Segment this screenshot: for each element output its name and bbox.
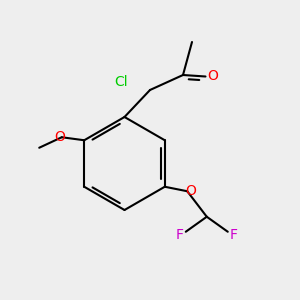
Text: O: O — [208, 70, 218, 83]
Text: F: F — [176, 228, 184, 242]
Text: Cl: Cl — [114, 76, 128, 89]
Text: F: F — [230, 228, 238, 242]
Text: O: O — [185, 184, 196, 198]
Text: O: O — [54, 130, 65, 144]
